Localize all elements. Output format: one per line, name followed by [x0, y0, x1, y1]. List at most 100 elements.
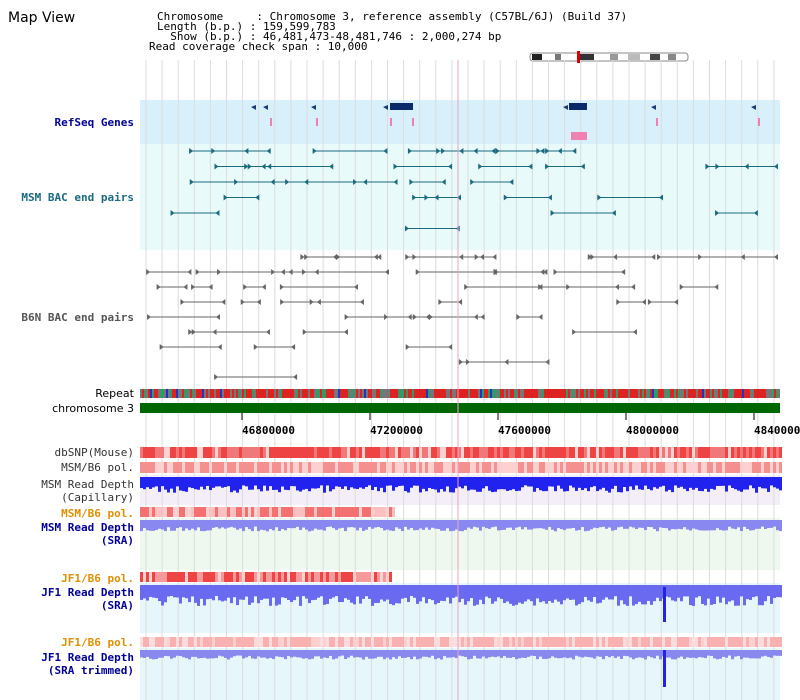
depth-bar — [458, 477, 461, 487]
polymorphism-cell — [212, 637, 215, 647]
polymorphism-cell — [212, 507, 215, 517]
gene-exon — [758, 118, 760, 126]
chromosome-bar — [140, 403, 780, 413]
depth-bar — [503, 650, 506, 657]
depth-bar — [776, 650, 779, 656]
depth-bar — [173, 520, 176, 531]
polymorphism-cell — [245, 572, 248, 582]
polymorphism-cell — [239, 507, 242, 517]
depth-bar — [140, 650, 143, 658]
polymorphism-cell — [494, 447, 497, 458]
polymorphism-cell — [560, 447, 563, 458]
b6n-bac-end — [714, 284, 719, 290]
polymorphism-cell — [677, 462, 680, 473]
polymorphism-cell — [143, 572, 146, 582]
b6n-bac-end — [147, 314, 152, 320]
refseq-genes-track[interactable] — [251, 103, 760, 140]
depth-bar — [260, 520, 263, 530]
polymorphism-cell — [518, 462, 521, 473]
polymorphism-cell — [209, 637, 212, 647]
repeat-segment — [504, 389, 506, 398]
repeat-segment — [190, 389, 192, 398]
polymorphism-cell — [161, 462, 164, 473]
polymorphism-cell — [689, 462, 692, 473]
depth-bar — [347, 585, 350, 600]
depth-bar — [443, 585, 446, 602]
polymorphism-cell — [314, 462, 317, 473]
repeat-track[interactable] — [140, 389, 780, 398]
depth-bar — [731, 477, 734, 488]
polymorphism-cell — [761, 462, 764, 473]
depth-bar — [161, 650, 164, 658]
repeat-segment — [524, 389, 526, 398]
repeat-segment — [370, 389, 372, 398]
b6n-bac-end — [657, 254, 662, 260]
depth-bar — [590, 650, 593, 658]
b6n-bac-end — [256, 299, 261, 305]
polymorphism-cell — [575, 462, 578, 473]
depth-bar — [611, 520, 614, 531]
repeat-segment — [478, 389, 480, 398]
repeat-segment — [452, 389, 454, 398]
depth-bar — [182, 650, 185, 658]
repeat-segment — [608, 389, 610, 398]
repeat-segment — [438, 389, 440, 398]
depth-bar — [239, 520, 242, 529]
depth-bar — [662, 477, 665, 486]
depth-tracks[interactable] — [140, 477, 782, 687]
polymorphism-cell — [590, 637, 593, 647]
depth-bar — [431, 477, 434, 489]
polymorphism-cell — [224, 447, 227, 458]
polymorphism-cell — [506, 637, 509, 647]
polymorphism-cell — [326, 572, 329, 582]
polymorphism-cell — [551, 447, 554, 458]
axis-tick-label: 47200000 — [370, 424, 423, 437]
polymorphism-cell — [230, 462, 233, 473]
polymorphism-cell — [296, 507, 299, 517]
repeat-segment — [336, 389, 338, 398]
depth-bar — [473, 477, 476, 490]
polymorphism-cell — [188, 572, 191, 582]
polymorphism-cell — [755, 637, 758, 647]
heatmap-tracks[interactable] — [140, 447, 782, 647]
polymorphism-cell — [533, 447, 536, 458]
polymorphism-cell — [170, 572, 173, 582]
depth-bar — [767, 585, 770, 597]
repeat-segment — [676, 389, 678, 398]
polymorphism-cell — [152, 447, 155, 458]
repeat-segment — [772, 389, 774, 398]
polymorphism-cell — [686, 447, 689, 458]
depth-bar — [518, 585, 521, 603]
b6n-bac-track[interactable] — [146, 254, 778, 380]
polymorphism-cell — [770, 637, 773, 647]
b6n-bac-end — [492, 254, 497, 260]
polymorphism-cell — [581, 447, 584, 458]
polymorphism-cell — [716, 447, 719, 458]
depth-bar — [578, 520, 581, 530]
polymorphism-cell — [515, 637, 518, 647]
repeat-segment — [356, 389, 358, 398]
msm-bac-track[interactable] — [170, 148, 778, 232]
label-jf1-depth-trim: JF1 Read Depth — [41, 651, 134, 664]
depth-bar — [560, 585, 563, 605]
polymorphism-cell — [311, 462, 314, 473]
polymorphism-cell — [704, 462, 707, 473]
polymorphism-cell — [428, 462, 431, 473]
repeat-segment — [514, 389, 516, 398]
polymorphism-cell — [317, 507, 320, 517]
polymorphism-cell — [749, 462, 752, 473]
polymorphism-cell — [281, 572, 284, 582]
depth-bar — [536, 585, 539, 599]
depth-bar — [590, 585, 593, 602]
depth-bar — [314, 585, 317, 600]
depth-bar — [281, 520, 284, 530]
repeat-segment — [682, 389, 684, 398]
depth-bar — [227, 520, 230, 528]
depth-bar — [758, 650, 761, 659]
depth-bar — [545, 650, 548, 659]
depth-bar — [542, 650, 545, 659]
repeat-segment — [394, 389, 396, 398]
repeat-segment — [228, 389, 230, 398]
polymorphism-cell — [497, 447, 500, 458]
